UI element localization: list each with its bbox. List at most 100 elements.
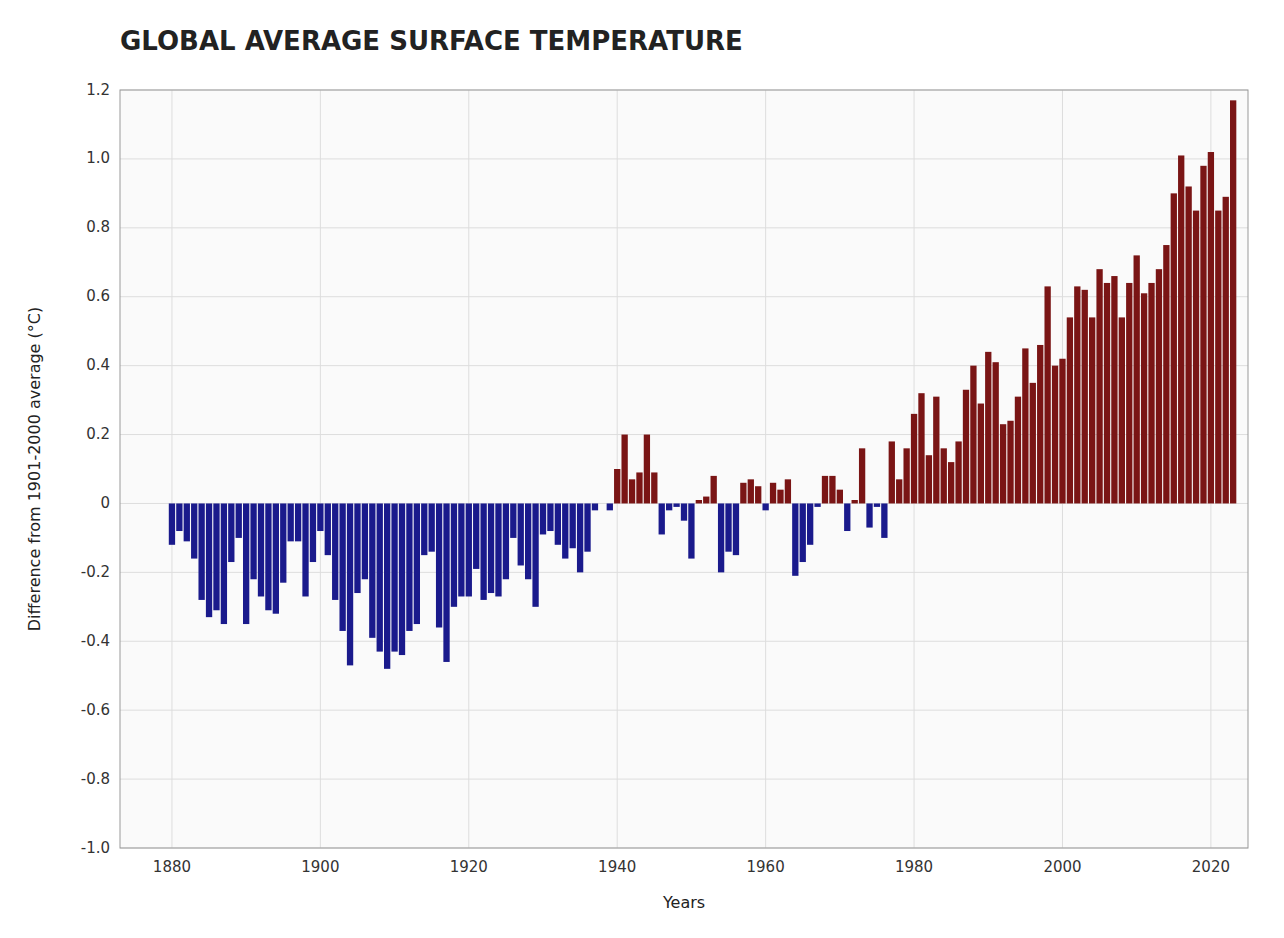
grid-line-x [765, 90, 766, 848]
bar [696, 500, 702, 503]
bar [1111, 276, 1117, 503]
bar [570, 503, 576, 548]
bar [562, 503, 568, 558]
bar [1223, 197, 1229, 504]
bar [673, 503, 679, 506]
x-tick-label: 1880 [153, 858, 191, 876]
tick-labels: -1.0-0.8-0.6-0.4-0.200.20.40.60.81.01.21… [81, 81, 1230, 877]
bar [198, 503, 204, 599]
bar [829, 476, 835, 504]
bar [458, 503, 464, 596]
bar [443, 503, 449, 661]
bar [1030, 383, 1036, 504]
bar [800, 503, 806, 562]
x-tick-label: 1960 [747, 858, 785, 876]
bars [169, 100, 1237, 669]
bar [228, 503, 234, 562]
x-tick-label: 2020 [1192, 858, 1230, 876]
chart: -1.0-0.8-0.6-0.4-0.200.20.40.60.81.01.21… [0, 0, 1284, 938]
bar [532, 503, 538, 606]
bar [495, 503, 501, 596]
bar [874, 503, 880, 506]
bar [577, 503, 583, 572]
bar [525, 503, 531, 579]
bar [859, 448, 865, 503]
bar [607, 503, 613, 510]
bar [221, 503, 227, 624]
bar [889, 441, 895, 503]
bar [243, 503, 249, 624]
bar [547, 503, 553, 531]
bar [896, 479, 902, 503]
bar [614, 469, 620, 503]
bar [636, 472, 642, 503]
bar [866, 503, 872, 527]
bar [1156, 269, 1162, 503]
bar [599, 503, 605, 504]
bar [488, 503, 494, 593]
y-tick-label: 0.2 [86, 425, 110, 443]
grid [120, 90, 1248, 848]
bar [748, 479, 754, 503]
bar [1074, 286, 1080, 503]
bar [740, 483, 746, 504]
bar [288, 503, 294, 541]
bar [1185, 186, 1191, 503]
bar [399, 503, 405, 655]
y-tick-label: 0.6 [86, 287, 110, 305]
bar [711, 476, 717, 504]
bar [421, 503, 427, 555]
bar [1015, 397, 1021, 504]
grid-line-y [120, 641, 1248, 642]
y-tick-label: 0 [100, 494, 110, 512]
bar [518, 503, 524, 565]
bar [250, 503, 256, 579]
bar [762, 503, 768, 510]
bar [926, 455, 932, 503]
bar [933, 397, 939, 504]
bar [347, 503, 353, 665]
x-tick-label: 1980 [895, 858, 933, 876]
y-tick-label: 0.8 [86, 218, 110, 236]
bar [814, 503, 820, 506]
bar [822, 476, 828, 504]
plot-frame [120, 90, 1248, 848]
bar [985, 352, 991, 504]
bar [451, 503, 457, 606]
bar [236, 503, 242, 537]
bar [903, 448, 909, 503]
title: GLOBAL AVERAGE SURFACE TEMPERATURE [120, 26, 743, 56]
grid-line-y [120, 710, 1248, 711]
bar [718, 503, 724, 572]
y-axis-label: Difference from 1901-2000 average (°C) [25, 307, 44, 631]
bar [473, 503, 479, 568]
bar [1096, 269, 1102, 503]
bar [176, 503, 182, 531]
bar [310, 503, 316, 562]
bar [1126, 283, 1132, 504]
bar [206, 503, 212, 617]
y-tick-label: -0.8 [81, 770, 110, 788]
bar [354, 503, 360, 593]
bar [592, 503, 598, 510]
bar [480, 503, 486, 599]
bar [436, 503, 442, 627]
bar [384, 503, 390, 668]
bar [325, 503, 331, 555]
grid-line-x [320, 90, 321, 848]
bar [406, 503, 412, 630]
bar [770, 483, 776, 504]
bar [1119, 317, 1125, 503]
bar [666, 503, 672, 510]
x-tick-label: 1900 [301, 858, 339, 876]
bar [881, 503, 887, 537]
bar [1037, 345, 1043, 503]
bar [1171, 193, 1177, 503]
grid-line-y [120, 779, 1248, 780]
bar [948, 462, 954, 503]
bar [258, 503, 264, 596]
x-tick-label: 2000 [1043, 858, 1081, 876]
y-tick-label: 1.0 [86, 149, 110, 167]
bar [1067, 317, 1073, 503]
bar [1141, 293, 1147, 503]
